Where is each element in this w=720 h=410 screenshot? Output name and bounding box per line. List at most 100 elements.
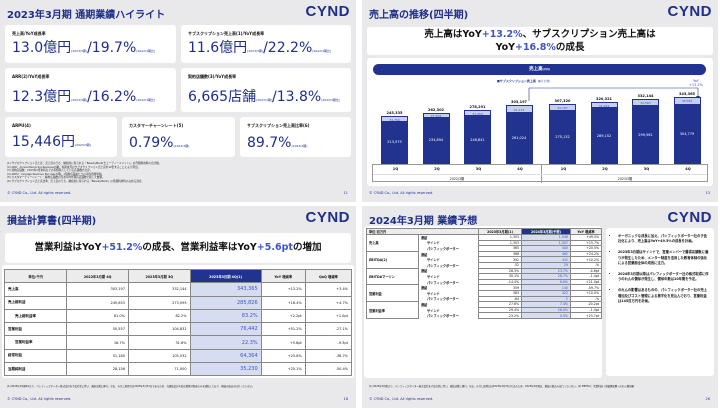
- footnotes: (1) サブスクリプション売上高：売上高のうち、継続的に得られる「BeautyM…: [7, 162, 162, 183]
- table-row: 売上総利益 245,653 273,095 285,826 +16.4% +4.7%: [3, 295, 353, 310]
- kpi-value: 11.6億円(2023/3期)/22.2%(2022/3期比): [188, 40, 332, 56]
- slide-title: 2023年3月期 通期業績ハイライト: [7, 10, 166, 21]
- bar-other: 32,187: [549, 104, 576, 111]
- bar-other: 31,169: [590, 101, 618, 108]
- bullet: 2023年3月期はサインドで、営業メンバーで獲得店舗数に偏りが発生したため、メン…: [618, 250, 709, 266]
- bar-subscription: 299,561: [632, 105, 659, 164]
- bullet: 2024年3月期以降はパシフィックポーター社の株式取得に伴うのれんの償却が発生し…: [618, 272, 709, 282]
- copyright: © CYND Co., Ltd. All rights reserved.: [369, 397, 434, 401]
- bar-6: 289,152 31,169 320,321: [590, 97, 618, 164]
- income-statement-table: 単位:千円 2022年3月期 4Q 2023年3月期 3Q 2023年3月期 4…: [3, 268, 353, 377]
- quarter-label: 1Q: [392, 167, 399, 171]
- bar-1: 213,575 31,760 245,335: [381, 111, 408, 164]
- table-row: 売上総利益率 81.0% 82.2% 83.2% +2.2pt +1.0pt: [3, 308, 353, 324]
- table-row: パシフィックポーター -84 2 -%: [367, 295, 603, 303]
- kpi-label: サブスクリプション売上高(1)/YoY成長率: [188, 31, 265, 36]
- page-number: 18: [343, 397, 348, 401]
- bar-8: 304,779 38,586 343,365: [673, 92, 701, 164]
- page-number: 26: [705, 397, 710, 401]
- slide-title: 2024年3月期 業績予想: [369, 216, 478, 227]
- slide-highlights: 2023年3月期 通期業績ハイライト CYND 売上高/YoY成長率 13.0億…: [0, 0, 356, 202]
- bar-subscription: 234,894: [422, 118, 450, 164]
- kpi-card-subscription-ratio: サブスクリプション売上高比率(6) 89.7%(2023/3期): [240, 117, 351, 157]
- table-row: パシフィックポーター -14.4% 6.6% +21.0pt: [367, 278, 603, 286]
- table-row: 営業利益 50,557 104,832 76,442 +51.2% -27.1%: [3, 322, 353, 337]
- cynd-logo: CYND: [305, 209, 350, 226]
- kpi-card-subscription-revenue: サブスクリプション売上高(1)/YoY成長率 11.6億円(2023/3期)/2…: [181, 25, 351, 63]
- kpi-label: ARPU(4): [12, 123, 31, 128]
- yoy-annotation: YoY +13.2%: [688, 79, 703, 87]
- quarter-label: 4Q: [685, 167, 691, 171]
- headline: 営業利益はYoY+51.2%の成長、営業利益率はYoY+5.6ptの増加: [5, 233, 351, 263]
- kpi-label: カスタマーチャーンレート(5): [129, 123, 184, 128]
- x-axis: 2022/3期 2023/3期 1Q 2Q 3Q 4Q 1Q 2Q 3Q 4Q: [372, 164, 708, 183]
- quarter-label: 4Q: [517, 167, 523, 171]
- slide-revenue-trend: 売上高の推移(四半期) CYND 売上高はYoY+13.2%、サブスクリプション…: [362, 0, 718, 202]
- kpi-card-revenue: 売上高/YoY成長率 13.0億円(2023/3期)/19.7%(2022/3期…: [5, 25, 176, 63]
- page-number: 13: [705, 191, 710, 195]
- bar-other: 31,760: [381, 116, 408, 123]
- bar-subscription: 275,132: [549, 110, 576, 164]
- headline: 売上高はYoY+13.2%、サブスクリプション売上高は YoY+16.8%の成長: [367, 27, 713, 55]
- table-row: EBITDA(2) 連結 368 462 +24.2%: [366, 250, 603, 269]
- bar-total: 303,197: [511, 100, 527, 105]
- table-row: 売上高 303,197 332,144 343,365 +13.2% +3.4%: [3, 282, 353, 297]
- forecast-table: 単位:百万円 2023年3月期(1) 2024年3月期(予想) YoY 増減率 …: [366, 228, 603, 319]
- cynd-logo: CYND: [667, 3, 712, 20]
- bullet: のれんの影響はあるものの、パシフィックポーター社の売上増加及びコスト管理による黒…: [618, 288, 709, 304]
- bar-total: 320,321: [596, 96, 612, 101]
- year-label: 2022/3期: [449, 177, 465, 181]
- kpi-value: 89.7%(2023/3期): [247, 135, 308, 151]
- quarter-label: 3Q: [475, 167, 482, 171]
- footnote: (1) 2023年3月期4Qより、パシフィックポーター株式会社を子会社化に伴い、…: [7, 385, 255, 388]
- kpi-label: 売上高/YoY成長率: [12, 31, 46, 36]
- kpi-value: 15,446円(2023/3期): [12, 134, 91, 150]
- table-row: サインド 29.4% 28.0% -1.4pt: [367, 306, 603, 314]
- kpi-label: ARR(2)/YoY成長率: [12, 74, 50, 79]
- copyright: © CYND Co., Ltd. All rights reserved.: [369, 191, 434, 195]
- bar-subscription: 304,779: [673, 104, 701, 164]
- bar-subscription: 289,152: [590, 107, 618, 164]
- bar-subscription: 246,841: [464, 116, 491, 164]
- table-row: 営業利益率 16.7% 31.6% 22.3% +5.6pt -9.3pt: [3, 335, 353, 350]
- table-row: サインド 392 432 +10.2%: [367, 256, 603, 263]
- kpi-value: 6,665店舗(2023/3期)/13.8%(2022/3期比): [188, 89, 341, 105]
- table-row: パシフィックポーター -52 29 -%: [367, 262, 603, 269]
- cynd-logo: CYND: [667, 209, 712, 226]
- bar-total: 278,291: [469, 104, 486, 109]
- slide-forecast: 2024年3月期 業績予想 CYND 単位:百万円 2023年3月期(1) 20…: [362, 206, 718, 408]
- kpi-card-arpu: ARPU(4) 15,446円(2023/3期): [5, 117, 117, 157]
- table-row: 営業利益率 連結 27.6% 7.4% -20.2pt: [366, 301, 603, 319]
- kpi-label: サブスクリプション売上高比率(6): [247, 123, 310, 128]
- table-row: EBITDAマージン 連結 28.3% 23.7% -4.6pt: [366, 267, 603, 286]
- bar-other: 38,586: [673, 97, 701, 105]
- table-row: パシフィックポーター -23.2% 0.5% +23.7pt: [367, 312, 603, 319]
- footnote: (1) 2023年3月期より、パシフィックポーター株式会社を子会社化に伴い、連結…: [369, 385, 634, 388]
- quarter-label: 3Q: [643, 167, 650, 171]
- chart-title: 売上高(千円): [373, 64, 706, 75]
- table-row: 営業利益 連結 359 145 -59.7%: [366, 284, 603, 303]
- table-row: サインド 30.1% 28.7% -1.4pt: [367, 273, 603, 280]
- bar-subscription: 261,024: [505, 113, 533, 164]
- bar-2: 234,894 27,408 262,302: [422, 108, 450, 164]
- bar-5: 275,132 32,187 307,320: [549, 99, 576, 164]
- quarter-label: 2Q: [602, 167, 608, 171]
- cynd-logo: CYND: [305, 3, 350, 20]
- page-number: 11: [343, 191, 348, 195]
- bar-7: 299,561 32,583 332,144: [632, 94, 659, 164]
- bar-total: 343,365: [679, 92, 695, 97]
- revenue-chart: 売上高(千円) ■サブスクリプション売上高 ■その他 YoY +13.2% 213…: [367, 58, 713, 186]
- quarter-label: 2Q: [434, 167, 440, 171]
- slide-title: 損益計算書(四半期): [7, 216, 97, 227]
- bar-4: 261,024 42,172 303,197: [505, 100, 533, 164]
- kpi-card-stores: 契約店舗数(3)/YoY成長率 6,665店舗(2023/3期)/13.8%(2…: [181, 68, 351, 112]
- bar-other: 31,450: [464, 109, 491, 116]
- kpi-value: 0.79%(2023/3期): [129, 135, 190, 151]
- kpi-value: 12.3億円(2023/3期)/16.2%(2022/3期比): [12, 89, 156, 105]
- bullet: オーガニックな成長に加え、パシフィックポーター社の子会社化により、売上高はYoY…: [618, 234, 709, 244]
- copyright: © CYND Co., Ltd. All rights reserved.: [7, 191, 72, 195]
- forecast-commentary: オーガニックな成長に加え、パシフィックポーター社の子会社化により、売上高はYoY…: [606, 228, 714, 376]
- bar-other: 32,583: [632, 99, 659, 106]
- table-row: 当期純利益 28,156 71,000 35,230 +25.1% -50.4%: [3, 362, 353, 377]
- bar-total: 245,335: [386, 111, 403, 116]
